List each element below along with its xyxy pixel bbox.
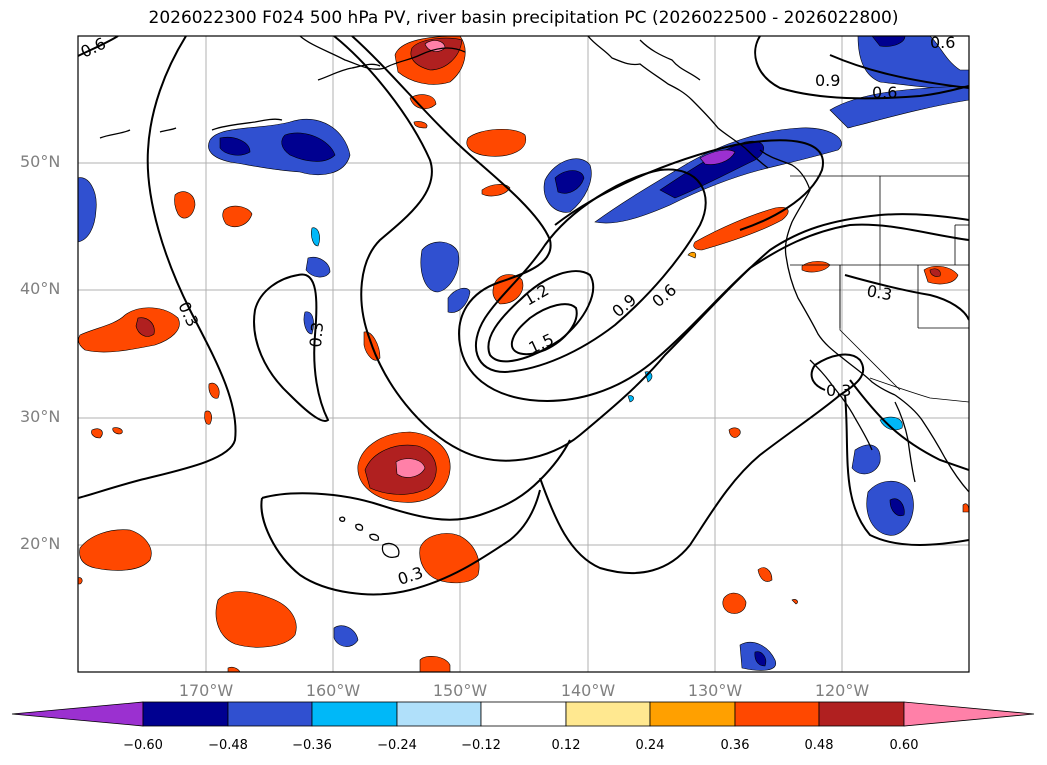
map-plot-area bbox=[78, 36, 969, 672]
pv-contour-0.6-north bbox=[829, 54, 969, 89]
colorbar-tick-label: −0.36 bbox=[292, 738, 332, 753]
contour-label: 0.3 bbox=[865, 281, 893, 304]
pv-contour-0.3-arizona bbox=[844, 274, 969, 321]
contour-label: 0.9 bbox=[608, 290, 640, 321]
neg-blob-baja bbox=[866, 480, 914, 536]
lat-label-30n: 30°N bbox=[20, 407, 61, 426]
pv-contour-1.5 bbox=[510, 303, 578, 356]
lon-label-150w: 150°W bbox=[432, 681, 488, 700]
colorbar-tick-label: 0.60 bbox=[889, 738, 919, 753]
contour-label: 0.3 bbox=[395, 563, 425, 589]
neg-blob-mid-pacific bbox=[420, 241, 460, 293]
pv-contour-0.9-main bbox=[475, 168, 707, 374]
lat-label-50n: 50°N bbox=[20, 152, 61, 171]
pv-contours bbox=[78, 36, 969, 596]
map-title: 2026022300 F024 500 hPa PV, river basin … bbox=[148, 8, 899, 28]
colorbar-segment bbox=[480, 701, 567, 727]
colorbar-segment bbox=[311, 701, 398, 727]
pv-contour-0.3-loop bbox=[253, 273, 330, 422]
colorbar-segment bbox=[818, 701, 905, 727]
neg-blob-bc-coast bbox=[857, 36, 969, 89]
colorbar-segment bbox=[649, 701, 736, 727]
lon-label-120w: 120°W bbox=[814, 681, 870, 700]
neg-blob-west-edge bbox=[78, 177, 97, 243]
colorbar-tick-label: 0.24 bbox=[635, 738, 665, 753]
colorbar-tick-label: 0.36 bbox=[720, 738, 750, 753]
colorbar-tick-label: −0.12 bbox=[461, 738, 501, 753]
pv-contour-0.9-north bbox=[754, 36, 969, 100]
pos-blob-west-subtropic bbox=[78, 307, 180, 353]
colorbar-extend-high bbox=[903, 701, 1035, 727]
colorbar-segment bbox=[227, 701, 313, 727]
contour-label: 0.6 bbox=[872, 83, 897, 102]
lon-label-130w: 130°W bbox=[687, 681, 743, 700]
pv-contour-0.3-south2 bbox=[844, 394, 969, 546]
contour-label: 0.6 bbox=[78, 34, 109, 62]
lon-label-170w: 170°W bbox=[178, 681, 234, 700]
lon-label-140w: 140°W bbox=[560, 681, 616, 700]
lat-label-40n: 40°N bbox=[20, 279, 61, 298]
pv-contour-0.6-main bbox=[351, 36, 969, 402]
pv-contour-0.3-west bbox=[78, 36, 237, 499]
coastlines bbox=[99, 36, 969, 559]
colorbar-tick-label: 0.48 bbox=[804, 738, 834, 753]
contour-label: 1.2 bbox=[521, 280, 553, 309]
lon-label-160w: 160°W bbox=[305, 681, 361, 700]
contour-label: 0.3 bbox=[826, 381, 851, 400]
pv-contour-0.9-west bbox=[554, 139, 825, 231]
contour-label: 0.6 bbox=[648, 280, 680, 311]
colorbar-tick-label: 0.12 bbox=[551, 738, 581, 753]
map-frame bbox=[77, 35, 970, 673]
colorbar bbox=[11, 701, 1035, 727]
lat-label-20n: 20°N bbox=[20, 534, 61, 553]
contour-labels: 0.6 0.6 0.9 0.6 0.3 0.3 1.2 1.5 0.9 0.6 … bbox=[78, 33, 956, 589]
pv-contour-0.3-east bbox=[539, 353, 865, 575]
colorbar-segment bbox=[396, 701, 482, 727]
pv-contour-0.3-south bbox=[261, 439, 571, 521]
pos-blob-hawaii-east bbox=[419, 533, 480, 584]
colorbar-segment bbox=[565, 701, 651, 727]
pv-contour-0.6-west bbox=[78, 36, 119, 57]
colorbar-extend-low bbox=[11, 701, 144, 727]
pv-contour-0.3-baja bbox=[849, 379, 969, 471]
pv-contour-0.3-main bbox=[333, 36, 969, 462]
colorbar-tick-label: −0.60 bbox=[123, 738, 163, 753]
contour-label: 0.3 bbox=[306, 321, 327, 348]
pos-blob-gulf bbox=[466, 128, 527, 157]
negative-anomaly-shading bbox=[78, 36, 969, 671]
contour-label: 0.9 bbox=[815, 71, 840, 90]
pv-contour-0.3-south-loop bbox=[260, 489, 541, 596]
colorbar-tick-label: −0.48 bbox=[208, 738, 248, 753]
contour-label: 0.6 bbox=[930, 33, 955, 52]
colorbar-segment bbox=[734, 701, 820, 727]
colorbar-tick-label: −0.24 bbox=[377, 738, 417, 753]
colorbar-segment bbox=[142, 701, 229, 727]
